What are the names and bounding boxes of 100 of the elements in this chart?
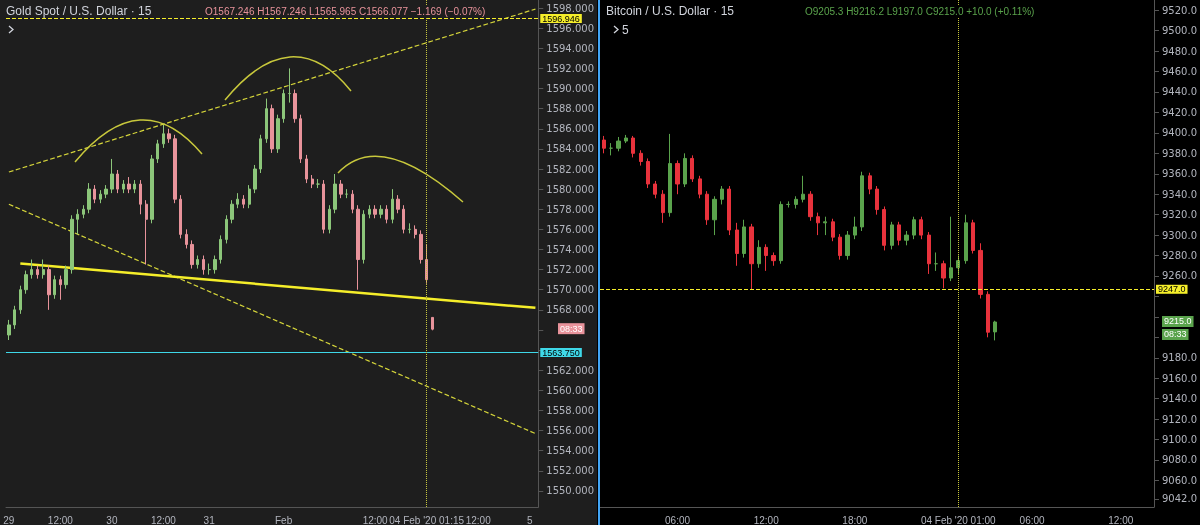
chart-title: Gold Spot / U.S. Dollar · 15 <box>6 4 152 18</box>
candlestick <box>24 270 28 295</box>
candlestick <box>351 189 354 214</box>
y-tick-label: 9380.0 <box>1162 147 1198 159</box>
x-tick-label: 12:00 <box>362 514 389 525</box>
candlestick <box>742 219 746 259</box>
y-tick-label: 9420.0 <box>1162 106 1198 118</box>
x-tick-label: 12:00 <box>465 514 492 525</box>
y-tick-label: 1554.000 <box>546 445 594 457</box>
candlestick <box>322 179 325 234</box>
y-tick-label: 1562.000 <box>546 364 594 376</box>
candlestick <box>897 221 901 246</box>
candlestick <box>801 175 805 203</box>
candlestick <box>87 182 91 214</box>
candlestick <box>757 239 761 269</box>
candlestick <box>276 114 280 154</box>
candlestick <box>270 104 274 154</box>
candlestick <box>683 152 687 188</box>
candlestick <box>167 128 171 144</box>
y-tick-label: 9080.0 <box>1162 454 1198 466</box>
candlestick <box>705 190 709 226</box>
candlestick <box>934 251 938 272</box>
candlestick <box>311 174 314 189</box>
candlestick <box>912 216 916 240</box>
y-tick-label: 9340.0 <box>1162 188 1198 200</box>
candlestick <box>949 216 953 282</box>
candlestick <box>860 171 864 232</box>
candlestick <box>59 275 62 301</box>
candlestick <box>99 189 102 204</box>
candlestick <box>225 214 228 244</box>
candlestick <box>808 190 813 222</box>
y-tick-label: 1560.000 <box>546 384 594 396</box>
candlestick <box>749 223 754 290</box>
candlestick <box>868 172 872 195</box>
y-tick-label: 9300.0 <box>1162 229 1198 241</box>
candlestick <box>609 142 613 156</box>
y-tick-label: 9520.0 <box>1162 4 1198 16</box>
candlestick <box>794 195 798 210</box>
candlestick <box>845 230 850 261</box>
candlestick <box>265 98 268 144</box>
candlestick <box>875 185 879 216</box>
candlestick <box>219 234 222 265</box>
candlestick <box>253 164 257 194</box>
candlestick <box>727 185 731 236</box>
candlestick <box>162 123 165 149</box>
candlestick <box>993 320 997 341</box>
y-tick-label: 9120.0 <box>1162 413 1198 425</box>
y-tick-label: 1588.000 <box>546 103 594 115</box>
candlestick <box>882 205 886 251</box>
y-tick-label: 9480.0 <box>1162 45 1198 57</box>
candlestick <box>305 154 308 184</box>
candlestick <box>853 216 857 240</box>
y-tick-label: 1580.000 <box>546 183 594 195</box>
candlestick <box>236 192 239 209</box>
x-tick-label: 04 Feb '20 01:00 <box>920 514 997 525</box>
candlestick <box>190 239 194 270</box>
candlestick <box>402 204 405 234</box>
candlestick <box>213 255 217 275</box>
text: O9205.3 H9216.2 L9197.0 C9215.0 +10.0 (+0.11%) <box>805 5 1035 17</box>
candlestick <box>288 67 291 104</box>
candlestick <box>70 214 74 275</box>
candlestick <box>616 136 621 152</box>
candlestick <box>133 179 136 194</box>
candlestick <box>282 89 285 124</box>
candlestick <box>104 184 108 199</box>
y-tick-label: 9500.0 <box>1162 25 1198 37</box>
candlestick <box>339 179 343 199</box>
candlestick <box>904 230 909 246</box>
candlestick <box>779 200 783 265</box>
y-tick-label: 9160.0 <box>1162 372 1198 384</box>
x-tick-label: 12:00 <box>753 514 780 525</box>
x-tick-label: 30 <box>106 514 118 525</box>
candlestick <box>639 149 643 167</box>
candlestick <box>185 228 188 249</box>
candlestick <box>259 134 262 174</box>
y-tick-label: 1568.000 <box>546 304 594 316</box>
y-tick-label: 1572.000 <box>546 264 594 276</box>
x-tick-label: Feb <box>274 514 293 525</box>
candlestick <box>299 114 302 164</box>
candlestick <box>19 285 22 315</box>
y-tick-label: 9100.0 <box>1162 434 1198 446</box>
candlestick <box>145 199 148 266</box>
y-tick-label: 1550.000 <box>546 485 594 497</box>
y-tick-label: 9042.0 <box>1162 493 1198 505</box>
y-tick-label: 1556.000 <box>546 425 594 437</box>
candlestick <box>391 188 394 224</box>
candlestick <box>431 316 434 331</box>
candlestick <box>712 195 717 236</box>
x-tick-label: 31 <box>203 514 216 525</box>
candlestick <box>362 209 365 265</box>
y-tick-label: 9440.0 <box>1162 86 1198 98</box>
x-tick-label: 06:00 <box>665 514 691 525</box>
candlestick <box>385 204 388 224</box>
candlestick <box>890 221 894 250</box>
candlestick <box>720 185 724 205</box>
candlestick <box>631 135 635 158</box>
candlestick <box>964 214 968 265</box>
y-tick-label: 9140.0 <box>1162 393 1198 405</box>
candlestick <box>116 169 119 194</box>
x-tick-label: 12:00 <box>47 514 74 525</box>
